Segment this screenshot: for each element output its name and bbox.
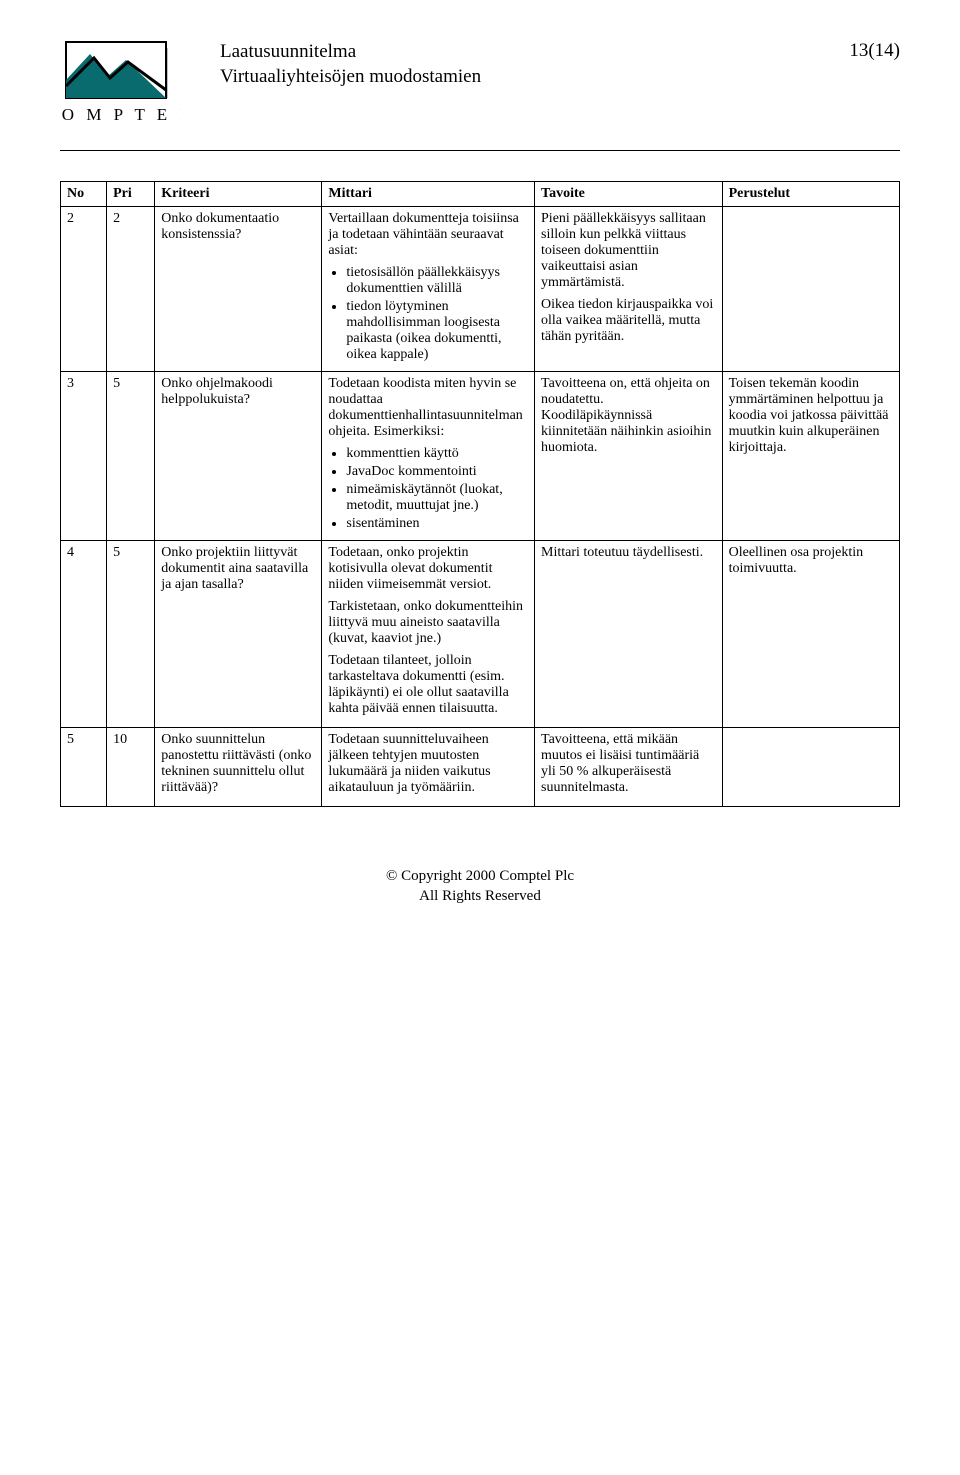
tavoite-para: Pieni päällekkäisyys sallitaan silloin k…: [541, 211, 716, 291]
table-row: 2 2 Onko dokumentaatio konsistenssia? Ve…: [61, 207, 900, 372]
col-perustelut: Perustelut: [722, 182, 899, 207]
cell-tavoite: Mittari toteutuu täydellisesti.: [535, 541, 723, 728]
cell-perustelut: [722, 207, 899, 372]
col-kriteeri: Kriteeri: [155, 182, 322, 207]
col-pri: Pri: [107, 182, 155, 207]
cell-no: 3: [61, 372, 107, 541]
cell-tavoite: Tavoitteena on, että ohjeita on noudatet…: [535, 372, 723, 541]
mittari-lead: Vertaillaan dokumentteja toisiinsa ja to…: [328, 211, 528, 259]
cell-pri: 10: [107, 728, 155, 807]
cell-no: 5: [61, 728, 107, 807]
copyright-line-1: © Copyright 2000 Comptel Plc: [60, 867, 900, 887]
cell-kriteeri: Onko dokumentaatio konsistenssia?: [155, 207, 322, 372]
document-title: Laatusuunnitelma Virtuaaliyhteisöjen muo…: [180, 40, 849, 89]
table-row: 3 5 Onko ohjelmakoodi helppolukuista? To…: [61, 372, 900, 541]
cell-mittari: Vertaillaan dokumentteja toisiinsa ja to…: [322, 207, 535, 372]
cell-perustelut: [722, 728, 899, 807]
cell-mittari: Todetaan koodista miten hyvin se noudatt…: [322, 372, 535, 541]
tavoite-para: Tavoitteena on, että ohjeita on noudatet…: [541, 376, 716, 456]
title-line-1: Laatusuunnitelma: [220, 40, 849, 65]
col-no: No: [61, 182, 107, 207]
table-row: 5 10 Onko suunnittelun panostettu riittä…: [61, 728, 900, 807]
cell-mittari: Todetaan suunnitteluvaiheen jälkeen teht…: [322, 728, 535, 807]
mittari-para: Todetaan suunnitteluvaiheen jälkeen teht…: [328, 732, 528, 796]
mittari-bullets: kommenttien käyttö JavaDoc kommentointi …: [346, 446, 528, 532]
bullet: nimeämiskäytännöt (luokat, metodit, muut…: [346, 482, 528, 514]
copyright-line-2: All Rights Reserved: [60, 887, 900, 907]
table-row: 4 5 Onko projektiin liittyvät dokumentit…: [61, 541, 900, 728]
table-header-row: No Pri Kriteeri Mittari Tavoite Perustel…: [61, 182, 900, 207]
cell-pri: 2: [107, 207, 155, 372]
mittari-lead: Todetaan koodista miten hyvin se noudatt…: [328, 376, 528, 440]
col-mittari: Mittari: [322, 182, 535, 207]
bullet: tietosisällön päällekkäisyys dokumenttie…: [346, 265, 528, 297]
tavoite-para: Oikea tiedon kirjauspaikka voi olla vaik…: [541, 297, 716, 345]
company-logo: C O M P T E L: [60, 40, 180, 130]
tavoite-para: Tavoitteena, että mikään muutos ei lisäi…: [541, 732, 716, 796]
mittari-para: Todetaan tilanteet, jolloin tarkasteltav…: [328, 653, 528, 717]
criteria-table: No Pri Kriteeri Mittari Tavoite Perustel…: [60, 181, 900, 807]
cell-kriteeri: Onko suunnittelun panostettu riittävästi…: [155, 728, 322, 807]
tavoite-para: Mittari toteutuu täydellisesti.: [541, 545, 716, 561]
cell-perustelut: Oleellinen osa projektin toimivuutta.: [722, 541, 899, 728]
cell-no: 2: [61, 207, 107, 372]
cell-perustelut: Toisen tekemän koodin ymmärtäminen helpo…: [722, 372, 899, 541]
cell-no: 4: [61, 541, 107, 728]
mittari-para: Todetaan, onko projektin kotisivulla ole…: [328, 545, 528, 593]
page: C O M P T E L Laatusuunnitelma Virtuaali…: [0, 0, 960, 1475]
col-tavoite: Tavoite: [535, 182, 723, 207]
cell-mittari: Todetaan, onko projektin kotisivulla ole…: [322, 541, 535, 728]
cell-pri: 5: [107, 541, 155, 728]
cell-kriteeri: Onko projektiin liittyvät dokumentit ain…: [155, 541, 322, 728]
bullet: kommenttien käyttö: [346, 446, 528, 462]
bullet: sisentäminen: [346, 516, 528, 532]
cell-pri: 5: [107, 372, 155, 541]
bullet: JavaDoc kommentointi: [346, 464, 528, 480]
page-header: C O M P T E L Laatusuunnitelma Virtuaali…: [60, 40, 900, 151]
cell-tavoite: Tavoitteena, että mikään muutos ei lisäi…: [535, 728, 723, 807]
cell-tavoite: Pieni päällekkäisyys sallitaan silloin k…: [535, 207, 723, 372]
logo-icon: C O M P T E L: [60, 40, 180, 130]
page-number: 13(14): [849, 40, 900, 62]
mittari-para: Tarkistetaan, onko dokumentteihin liitty…: [328, 599, 528, 647]
title-line-2: Virtuaaliyhteisöjen muodostamien: [220, 65, 849, 90]
bullet: tiedon löytyminen mahdollisimman loogise…: [346, 299, 528, 363]
page-footer: © Copyright 2000 Comptel Plc All Rights …: [60, 867, 900, 906]
svg-text:C O M P T E L: C O M P T E L: [60, 105, 180, 124]
cell-kriteeri: Onko ohjelmakoodi helppolukuista?: [155, 372, 322, 541]
mittari-bullets: tietosisällön päällekkäisyys dokumenttie…: [346, 265, 528, 363]
